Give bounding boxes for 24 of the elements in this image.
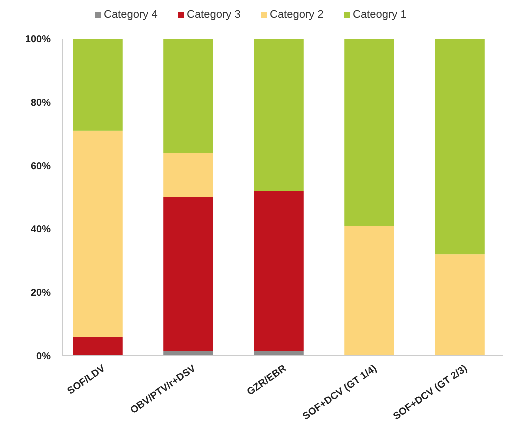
y-tick-label: 80% <box>30 98 52 109</box>
y-tick-label: 40% <box>30 224 52 236</box>
bar <box>435 39 485 255</box>
bar <box>344 226 394 356</box>
legend-label: Category 3 <box>187 9 241 21</box>
bar <box>164 198 214 352</box>
bar <box>344 39 394 226</box>
bar <box>164 39 214 154</box>
y-tick-label: 0% <box>36 352 52 362</box>
legend-label: Category 2 <box>270 9 324 21</box>
y-tick-label: 20% <box>30 288 52 300</box>
legend-label: Category 4 <box>104 9 158 21</box>
legend-label: Cateogry 1 <box>353 9 407 21</box>
bar <box>73 130 123 337</box>
bar <box>254 39 304 192</box>
bar <box>254 191 304 352</box>
bar <box>73 336 123 356</box>
bar <box>73 39 123 131</box>
y-tick-label: 100% <box>25 34 52 46</box>
y-tick-label: 60% <box>30 161 52 172</box>
bar <box>254 351 304 356</box>
bar <box>164 153 214 198</box>
bar <box>164 351 214 356</box>
bar <box>435 254 485 356</box>
